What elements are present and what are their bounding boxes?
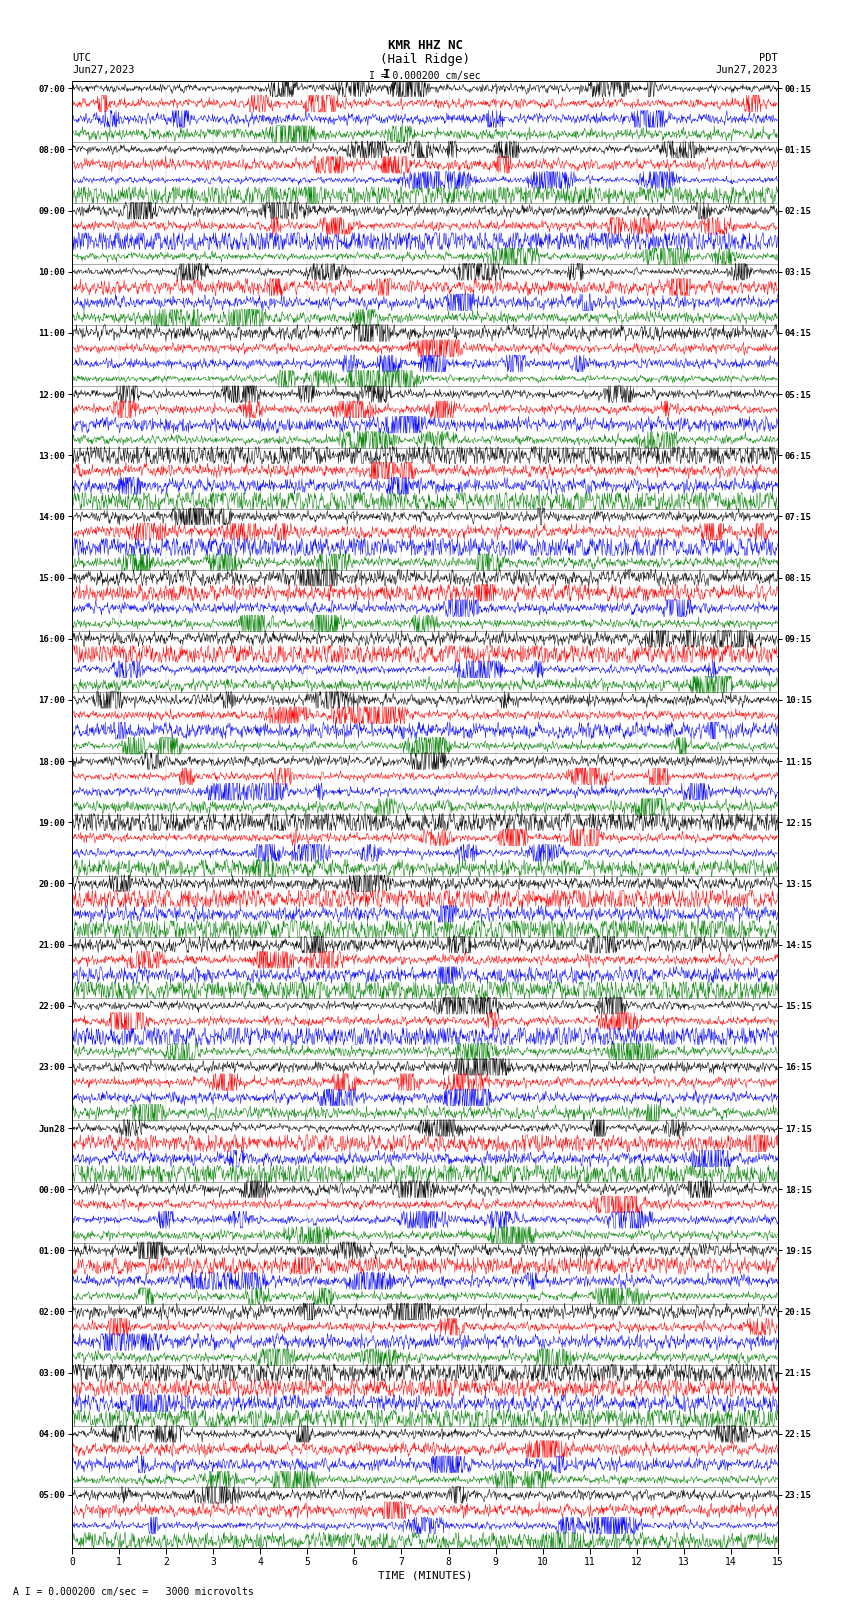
Text: I: I (383, 68, 390, 81)
Text: A I = 0.000200 cm/sec =   3000 microvolts: A I = 0.000200 cm/sec = 3000 microvolts (13, 1587, 253, 1597)
Text: PDT: PDT (759, 53, 778, 63)
Text: (Hail Ridge): (Hail Ridge) (380, 53, 470, 66)
X-axis label: TIME (MINUTES): TIME (MINUTES) (377, 1571, 473, 1581)
Text: UTC: UTC (72, 53, 91, 63)
Text: Jun27,2023: Jun27,2023 (72, 65, 135, 74)
Text: KMR HHZ NC: KMR HHZ NC (388, 39, 462, 52)
Text: Jun27,2023: Jun27,2023 (715, 65, 778, 74)
Text: I = 0.000200 cm/sec: I = 0.000200 cm/sec (369, 71, 481, 81)
